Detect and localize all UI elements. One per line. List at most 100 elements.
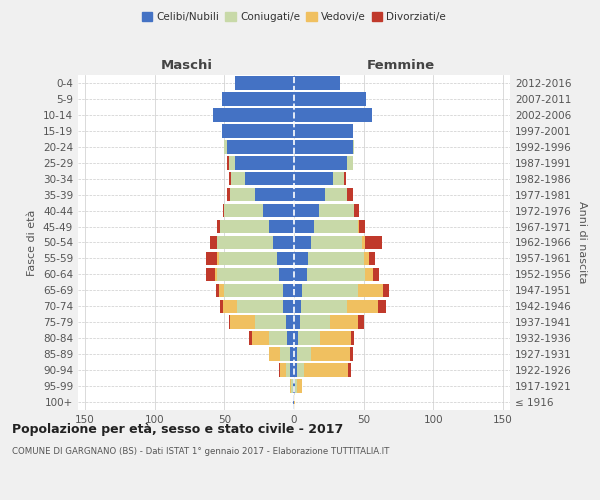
Bar <box>255 188 294 202</box>
Bar <box>215 268 217 281</box>
Bar <box>294 220 314 234</box>
Bar <box>294 284 302 297</box>
Bar <box>362 236 365 250</box>
Bar <box>298 332 320 345</box>
Bar <box>373 268 379 281</box>
Bar <box>308 252 364 265</box>
Bar <box>219 284 224 297</box>
Bar <box>224 140 227 153</box>
Bar <box>250 332 252 345</box>
Bar <box>320 332 351 345</box>
Bar <box>277 252 294 265</box>
Bar <box>230 188 255 202</box>
Bar <box>369 252 375 265</box>
Bar <box>290 348 294 361</box>
Bar <box>314 220 358 234</box>
Bar <box>297 348 311 361</box>
Bar <box>227 188 230 202</box>
Bar <box>231 172 245 186</box>
Bar <box>223 204 224 218</box>
Bar <box>293 380 294 393</box>
Bar <box>221 124 294 138</box>
Bar <box>311 348 350 361</box>
Bar <box>224 204 263 218</box>
Bar <box>359 220 365 234</box>
Bar <box>206 252 217 265</box>
Bar <box>377 300 386 313</box>
Bar <box>223 300 237 313</box>
Bar <box>358 316 364 329</box>
Bar <box>269 348 280 361</box>
Bar <box>294 364 297 377</box>
Bar <box>358 284 383 297</box>
Bar <box>219 252 277 265</box>
Bar <box>252 332 269 345</box>
Bar <box>206 268 215 281</box>
Bar <box>290 364 294 377</box>
Bar <box>294 395 295 409</box>
Bar <box>227 156 229 170</box>
Bar <box>294 204 319 218</box>
Bar <box>294 188 325 202</box>
Bar <box>213 108 294 122</box>
Bar <box>294 124 353 138</box>
Bar <box>229 172 231 186</box>
Bar <box>349 364 351 377</box>
Bar <box>293 395 294 409</box>
Bar <box>255 316 286 329</box>
Bar <box>311 236 362 250</box>
Bar <box>221 92 294 106</box>
Bar <box>280 348 290 361</box>
Bar <box>294 268 307 281</box>
Bar <box>350 348 353 361</box>
Bar <box>319 204 354 218</box>
Bar <box>230 316 255 329</box>
Bar <box>294 236 311 250</box>
Bar <box>278 364 280 377</box>
Bar <box>286 316 294 329</box>
Bar <box>294 92 367 106</box>
Bar <box>294 300 301 313</box>
Text: Popolazione per età, sesso e stato civile - 2017: Popolazione per età, sesso e stato civil… <box>12 422 343 436</box>
Bar <box>383 284 389 297</box>
Bar <box>354 204 359 218</box>
Bar <box>364 252 369 265</box>
Bar <box>278 268 294 281</box>
Bar <box>294 316 299 329</box>
Bar <box>347 300 377 313</box>
Bar <box>302 284 358 297</box>
Bar <box>235 156 294 170</box>
Bar <box>245 172 294 186</box>
Text: Maschi: Maschi <box>161 59 212 72</box>
Bar <box>353 140 354 153</box>
Legend: Celibi/Nubili, Coniugati/e, Vedovi/e, Divorziati/e: Celibi/Nubili, Coniugati/e, Vedovi/e, Di… <box>137 8 451 26</box>
Bar <box>269 220 294 234</box>
Bar <box>294 380 295 393</box>
Y-axis label: Anni di nascita: Anni di nascita <box>577 201 587 284</box>
Bar <box>290 380 291 393</box>
Bar <box>333 172 344 186</box>
Bar <box>237 300 283 313</box>
Bar <box>358 220 359 234</box>
Bar <box>224 284 283 297</box>
Bar <box>325 188 347 202</box>
Bar <box>294 252 308 265</box>
Bar <box>297 364 304 377</box>
Bar <box>294 140 353 153</box>
Bar <box>347 188 353 202</box>
Bar <box>217 220 220 234</box>
Bar <box>217 268 278 281</box>
Bar <box>299 316 330 329</box>
Bar <box>295 380 297 393</box>
Bar <box>297 380 302 393</box>
Bar <box>229 156 235 170</box>
Bar <box>280 364 286 377</box>
Bar <box>294 108 372 122</box>
Bar <box>365 268 373 281</box>
Bar <box>294 172 333 186</box>
Bar <box>220 220 269 234</box>
Bar <box>263 204 294 218</box>
Bar <box>294 332 298 345</box>
Bar <box>347 156 353 170</box>
Bar <box>235 76 294 90</box>
